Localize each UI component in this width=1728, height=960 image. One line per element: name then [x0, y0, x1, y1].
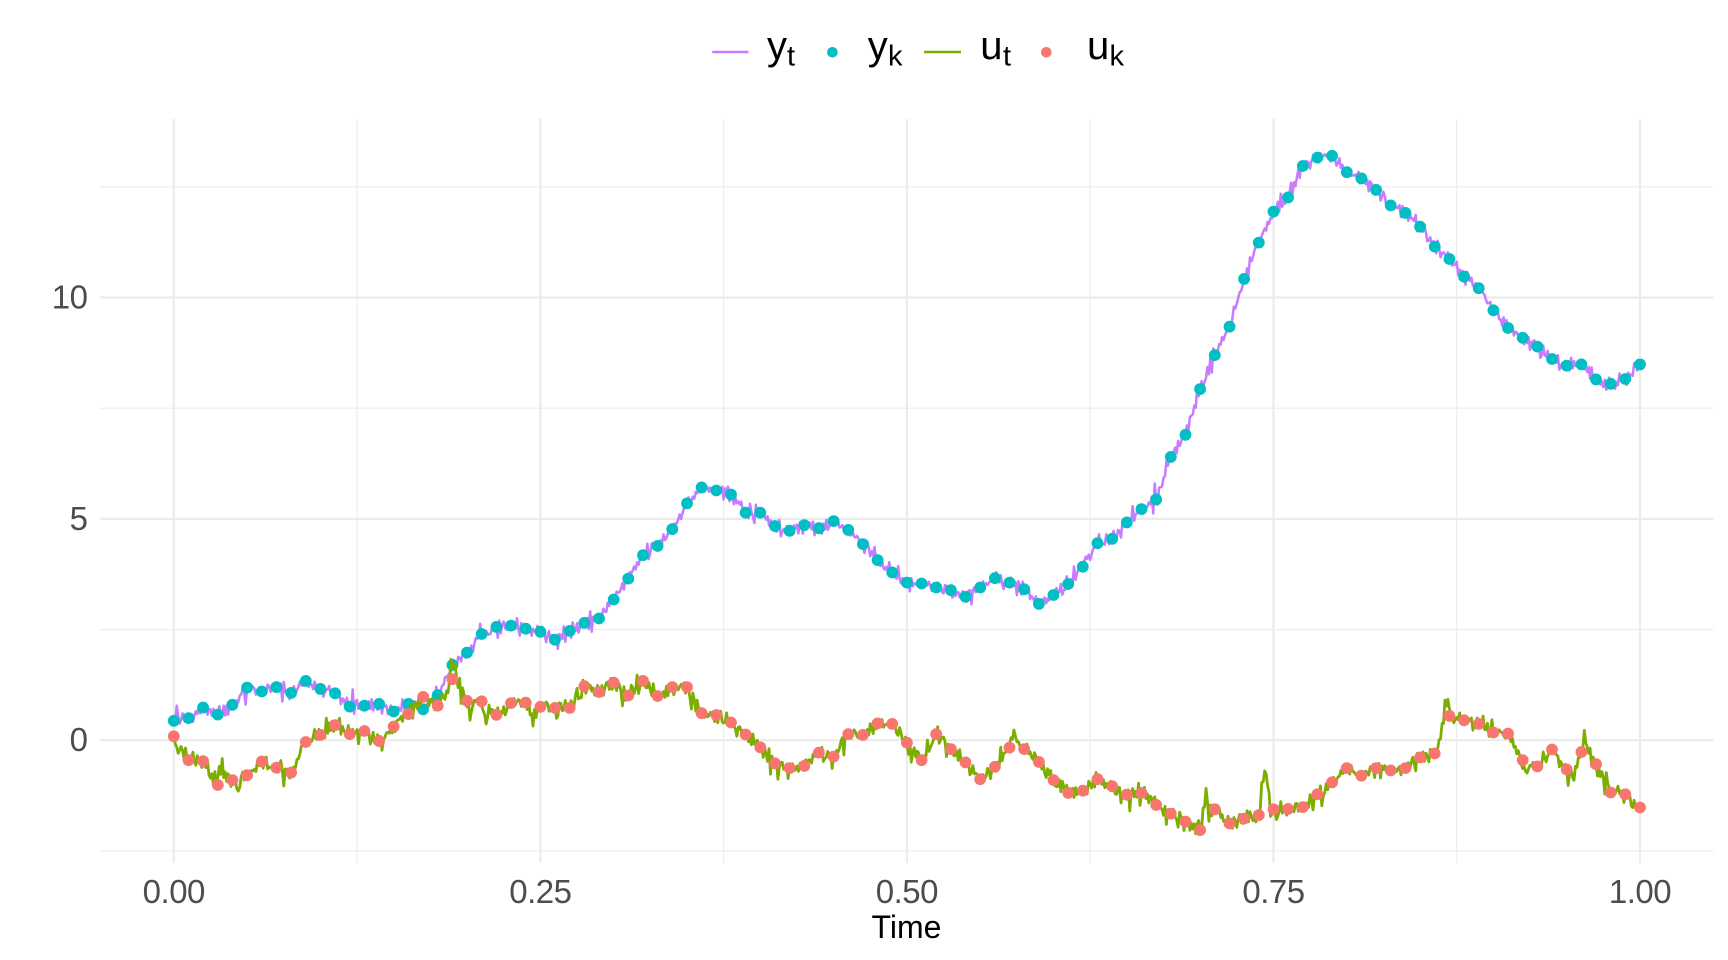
svg-text:0.00: 0.00: [143, 873, 205, 910]
svg-text:t: t: [1003, 40, 1011, 72]
svg-text:10: 10: [52, 279, 88, 316]
svg-text:u: u: [980, 24, 1002, 68]
svg-text:Time: Time: [872, 909, 942, 945]
svg-text:y: y: [868, 24, 888, 68]
svg-text:0.25: 0.25: [509, 873, 571, 910]
svg-text:5: 5: [70, 500, 88, 537]
svg-text:k: k: [1110, 40, 1125, 72]
svg-text:k: k: [888, 40, 903, 72]
svg-text:1.00: 1.00: [1609, 873, 1671, 910]
svg-text:u: u: [1087, 24, 1109, 68]
svg-text:0.75: 0.75: [1242, 873, 1304, 910]
svg-text:t: t: [787, 40, 795, 72]
svg-text:0: 0: [70, 721, 88, 758]
svg-text:y: y: [767, 24, 787, 68]
svg-text:0.50: 0.50: [876, 873, 938, 910]
